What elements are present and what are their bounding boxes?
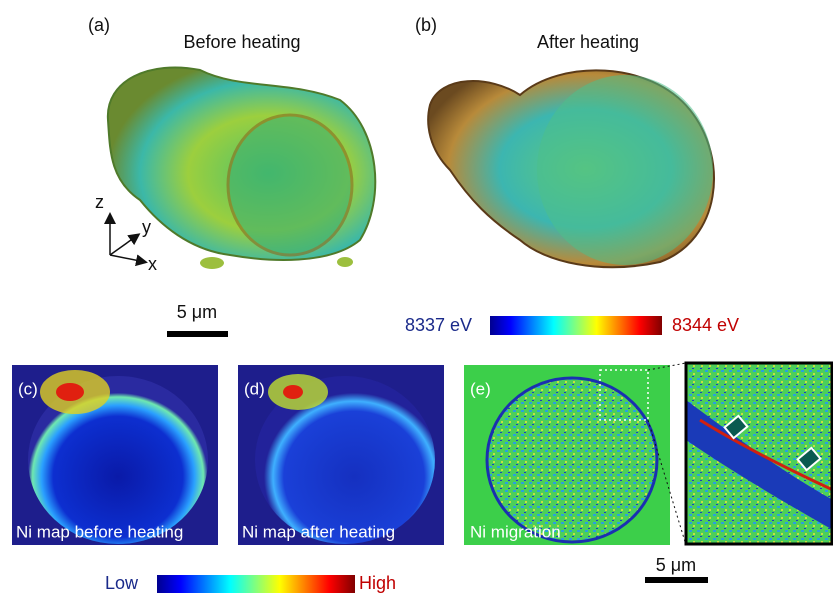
map-caption: Ni map after heating [242,522,395,541]
colorbar-max: High [359,573,396,593]
colorbar-max: 8344 eV [672,315,739,335]
axis-label: z [95,192,104,212]
scale-bar [167,331,228,337]
scale-label: 5 μm [177,302,217,322]
core [228,115,352,255]
colorbar [157,575,355,593]
panel-label: (d) [244,379,265,398]
figure: (a) Before heating z y x (b) After heati… [0,0,833,593]
map-particle [487,378,657,542]
map-caption: Ni map before heating [16,522,183,541]
panel-label: (a) [88,15,110,35]
panel-label: (e) [470,379,491,398]
colorbar-min: 8337 eV [405,315,472,335]
scale-bar [645,577,708,583]
panel-label: (c) [18,379,38,398]
colorbar [490,316,662,335]
axis-triad [110,215,145,262]
axis-label: y [142,217,151,237]
panel-title: Before heating [183,32,300,52]
core [537,75,713,265]
fragment [337,257,353,267]
hotspot [56,383,84,401]
fragment [200,257,224,269]
colorbar-min: Low [105,573,139,593]
panel-label: (b) [415,15,437,35]
map-caption: Ni migration [470,522,561,541]
axis-label: x [148,254,157,274]
panel-title: After heating [537,32,639,52]
hotspot [283,385,303,399]
scale-label: 5 μm [656,555,696,575]
